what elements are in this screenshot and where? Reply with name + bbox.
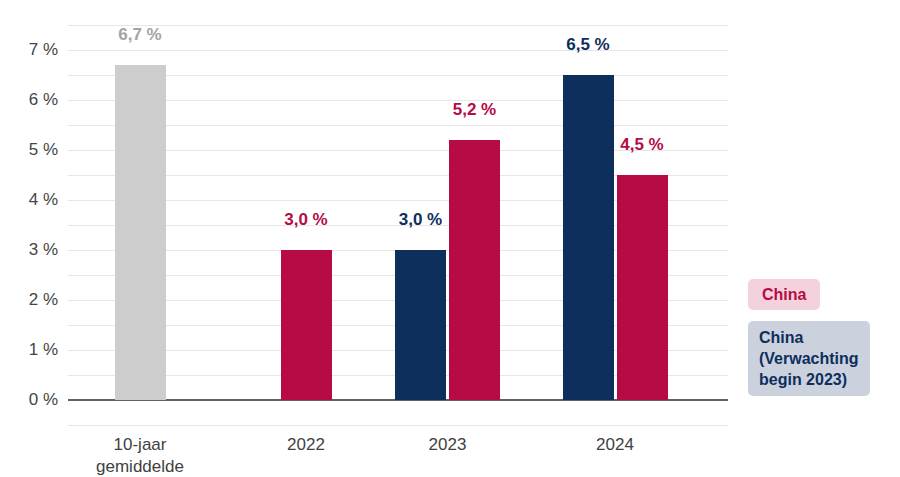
legend-chip-line: China — [762, 284, 806, 305]
grid-line — [68, 100, 728, 101]
legend-chip-line: begin 2023) — [759, 369, 859, 390]
bar-china-verwachting-begin-2023-2024 — [563, 75, 614, 400]
bar-china-2022 — [281, 250, 332, 400]
value-label-china-verwachting-begin-2023-2023: 3,0 % — [361, 210, 481, 230]
value-label-china-2022: 3,0 % — [246, 210, 366, 230]
x-category-label-10-jaar-gemiddelde: 10-jaar gemiddelde — [75, 434, 205, 477]
legend-chip-china-verwachting-begin-2023: China(Verwachtingbegin 2023) — [748, 321, 870, 396]
grid-line — [68, 125, 728, 126]
legend-chip-line: (Verwachting — [759, 348, 859, 369]
y-tick-label: 0 % — [0, 390, 58, 410]
x-category-label-2022: 2022 — [241, 434, 371, 456]
grid-line — [68, 425, 728, 426]
legend-chip-line: China — [759, 327, 859, 348]
y-tick-label: 6 % — [0, 90, 58, 110]
value-label-china-2023: 5,2 % — [415, 100, 535, 120]
value-label-china-verwachting-begin-2023-2024: 6,5 % — [528, 35, 648, 55]
bar-china-verwachting-begin-2023-2023 — [395, 250, 446, 400]
y-tick-label: 7 % — [0, 40, 58, 60]
legend-chip-china: China — [748, 279, 820, 310]
x-category-label-2024: 2024 — [550, 434, 680, 456]
bar-10-jaar-gemiddelde-10-jaar-gemiddelde — [115, 65, 166, 400]
grid-line — [68, 75, 728, 76]
y-tick-label: 4 % — [0, 190, 58, 210]
x-category-label-2023: 2023 — [383, 434, 513, 456]
value-label-china-2024: 4,5 % — [582, 135, 702, 155]
bar-china-2023 — [449, 140, 500, 400]
bar-chart: 0 % 1 % 2 % 3 % 4 % 5 % 6 % 7 % 6,7 % 3,0 %3,0 %… — [0, 0, 900, 477]
y-tick-label: 2 % — [0, 290, 58, 310]
y-tick-label: 3 % — [0, 240, 58, 260]
bar-china-2024 — [617, 175, 668, 400]
y-tick-label: 1 % — [0, 340, 58, 360]
value-label-10-jaar-gemiddelde-10-jaar-gemiddelde: 6,7 % — [80, 25, 200, 45]
y-tick-label: 5 % — [0, 140, 58, 160]
